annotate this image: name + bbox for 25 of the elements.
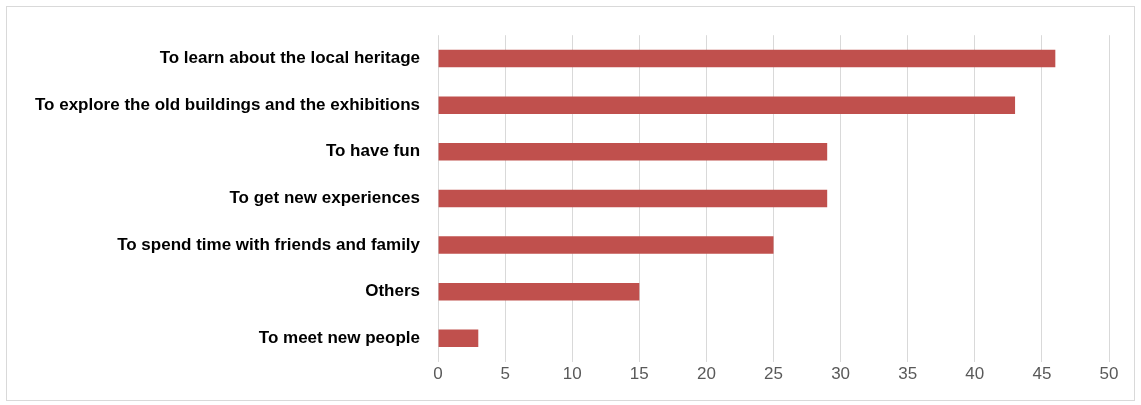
x-tick-label: 30 xyxy=(831,364,851,384)
bar xyxy=(438,49,1056,68)
x-tick-label: 0 xyxy=(433,364,443,384)
bar xyxy=(438,189,828,208)
x-tick-label: 20 xyxy=(696,364,716,384)
x-tick-label: 25 xyxy=(764,364,783,384)
bar xyxy=(438,282,640,301)
y-tick-label: To explore the old buildings and the exhibitions xyxy=(34,94,421,114)
y-tick-label: To meet new people xyxy=(258,327,421,347)
y-tick-label: To have fun xyxy=(325,141,421,161)
x-tick-label: 5 xyxy=(500,364,510,384)
bar xyxy=(438,96,1016,114)
x-tick-label: 10 xyxy=(562,364,582,384)
bar xyxy=(438,143,828,161)
x-tick-label: 50 xyxy=(1099,364,1119,384)
y-tick-label: To get new experiences xyxy=(229,188,421,208)
x-tick-label: 35 xyxy=(898,364,918,384)
y-tick-label: To learn about the local heritage xyxy=(159,48,421,68)
x-tick-label: 40 xyxy=(965,364,985,384)
x-tick-label: 15 xyxy=(629,364,649,384)
y-tick-label: To spend time with friends and family xyxy=(117,234,421,254)
y-tick-label: Others xyxy=(365,281,421,301)
bar xyxy=(438,329,479,348)
bar xyxy=(438,236,774,254)
x-tick-label: 45 xyxy=(1032,364,1052,384)
